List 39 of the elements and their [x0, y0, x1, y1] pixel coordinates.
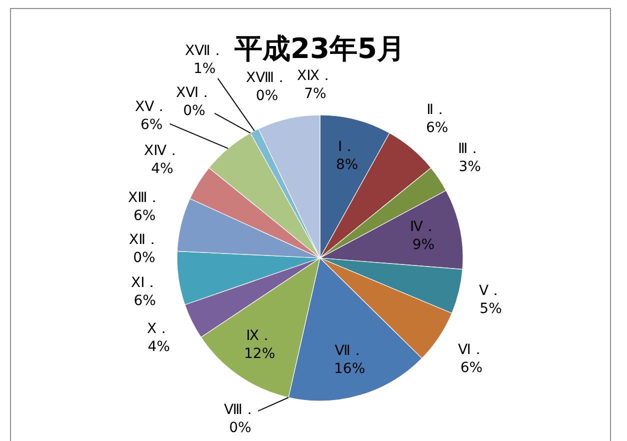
slice-label: ⅩⅦ．	[185, 43, 224, 59]
slice-label: ⅩⅠ．	[131, 275, 159, 291]
data-label: 3%	[458, 159, 481, 176]
chart-title: 平成23年5月	[234, 32, 405, 65]
data-label: 6%	[134, 293, 156, 310]
data-label: 4%	[151, 161, 174, 178]
data-label: 6%	[140, 117, 163, 134]
slice-label: Ⅹ．	[147, 321, 171, 337]
category-label: ⅩⅡ．	[129, 232, 160, 248]
slice-label: Ⅵ．	[458, 342, 485, 358]
text: 0%	[183, 103, 206, 120]
data-label: 6%	[460, 360, 483, 376]
legend-label: Ⅷ．	[224, 402, 256, 418]
slice-label: Ⅶ．	[334, 343, 364, 359]
slice-label: ⅩⅣ．	[144, 143, 181, 159]
slice-label: ⅩⅨ．	[297, 68, 334, 84]
data-label: 9%	[412, 237, 435, 254]
slice-label: Ⅸ．	[246, 328, 273, 344]
slice-label: Ⅳ．	[410, 219, 437, 235]
data-label: 6%	[426, 120, 448, 136]
slice-label: Ⅴ．	[479, 283, 503, 299]
data-label: 7%	[304, 86, 326, 102]
text: 0%	[229, 420, 252, 436]
data-label: 5%	[480, 301, 502, 318]
data-label: 4%	[148, 339, 170, 356]
data-label: 16%	[334, 361, 366, 378]
slice-label: ⅩⅢ．	[128, 190, 162, 206]
category-label: ⅩⅧ．	[246, 70, 288, 86]
slice-label: ⅩⅤ．	[135, 99, 168, 115]
slice-label: Ⅰ．	[338, 139, 356, 155]
data-label: 1%	[194, 61, 216, 78]
category-label: ⅩⅥ．	[176, 85, 213, 101]
slice-label: Ⅲ．	[458, 141, 482, 157]
data-label: 8%	[336, 157, 358, 174]
text: 0%	[133, 250, 156, 266]
text: 0%	[256, 88, 278, 104]
slice-label: Ⅱ．	[426, 102, 448, 118]
data-label: 6%	[134, 208, 156, 224]
data-label: 12%	[244, 346, 276, 362]
